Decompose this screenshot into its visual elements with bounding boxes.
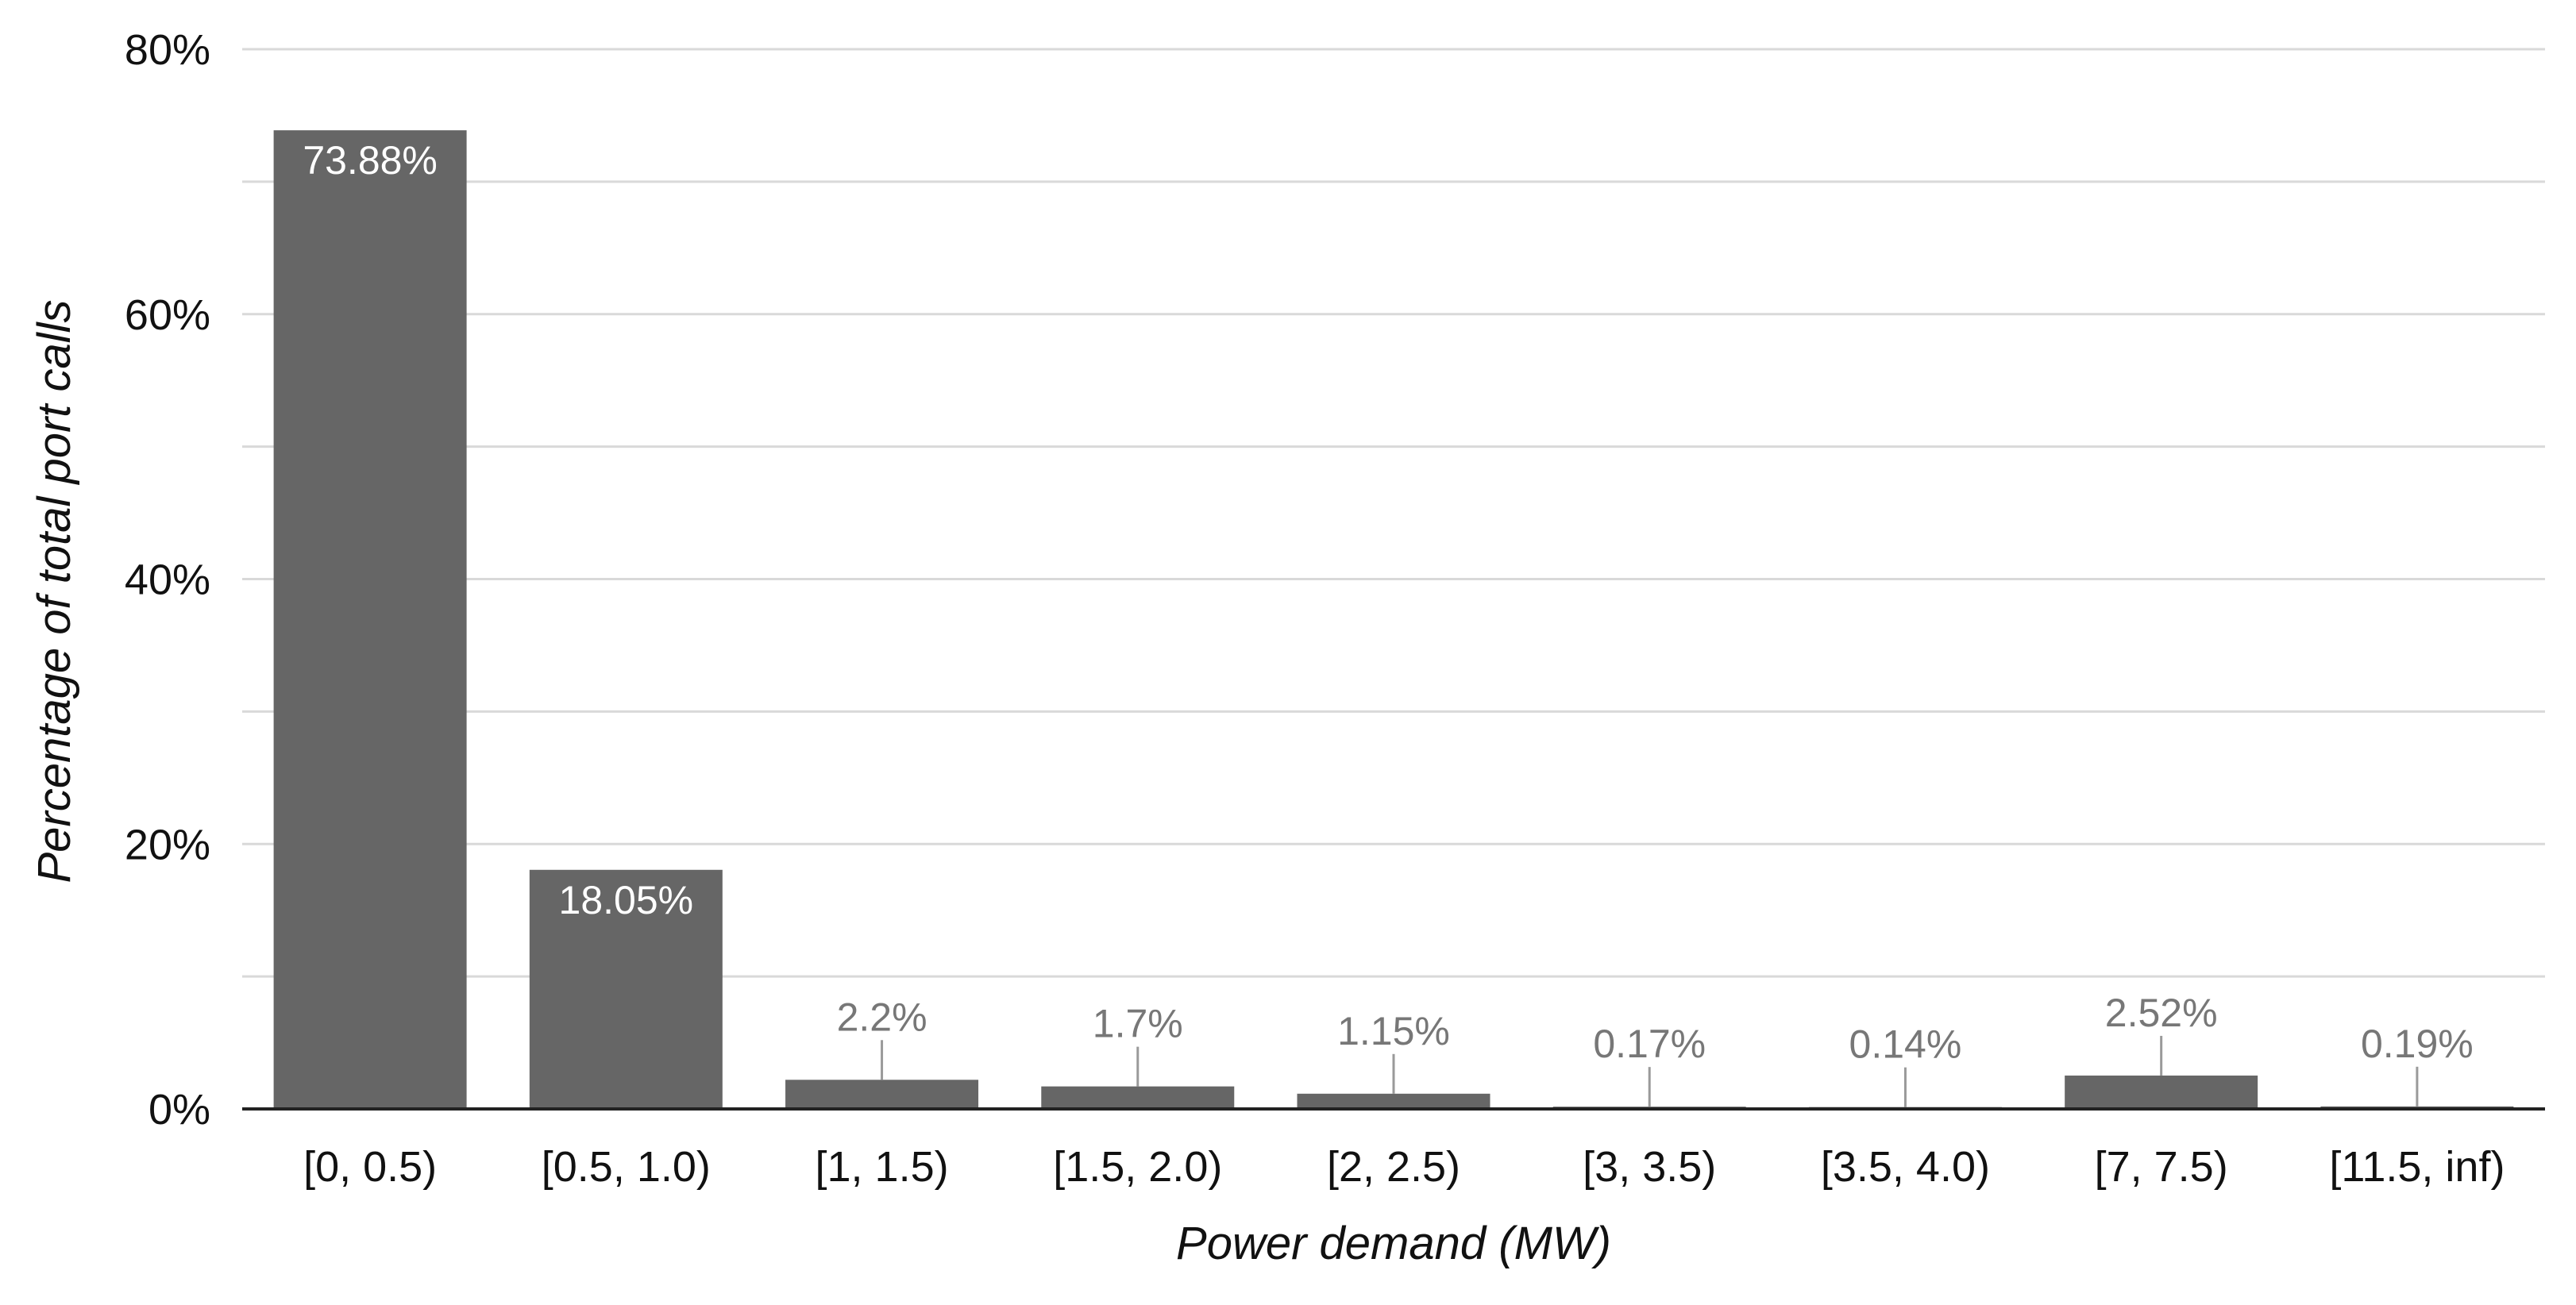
data-label: 0.17% — [1593, 1022, 1706, 1066]
bar — [2065, 1075, 2258, 1109]
y-axis-title: Percentage of total port calls — [29, 299, 80, 883]
x-tick-label: [0, 0.5) — [303, 1143, 437, 1191]
data-label: 1.7% — [1093, 1002, 1183, 1046]
bar — [1041, 1086, 1235, 1109]
data-label: 73.88% — [303, 138, 438, 183]
y-tick-label: 80% — [125, 26, 210, 74]
data-label: 0.19% — [2361, 1022, 2474, 1066]
data-label: 2.2% — [837, 995, 927, 1039]
data-labels: 73.88% 18.05% 2.2% 1.7% 1.15% 0.17% 0.14% 2.52%… — [303, 138, 2474, 1107]
y-tick-label: 0% — [148, 1086, 210, 1134]
y-axis-ticks: 0% 20% 40% 60% 80% — [125, 26, 210, 1134]
y-tick-label: 20% — [125, 821, 210, 868]
bar — [273, 130, 467, 1110]
data-label: 2.52% — [2105, 991, 2218, 1035]
bar — [1297, 1093, 1490, 1109]
bars — [273, 130, 2514, 1110]
x-axis-title: Power demand (MW) — [1176, 1218, 1611, 1269]
bar — [785, 1080, 979, 1109]
x-tick-label: [1.5, 2.0) — [1053, 1143, 1222, 1191]
bar — [529, 869, 723, 1109]
x-tick-label: [1, 1.5) — [816, 1143, 949, 1191]
y-tick-label: 60% — [125, 291, 210, 339]
data-label: 18.05% — [559, 878, 694, 922]
x-tick-label: [2, 2.5) — [1327, 1143, 1460, 1191]
x-axis-ticks: [0, 0.5) [0.5, 1.0) [1, 1.5) [1.5, 2.0) [2, … — [242, 1107, 2545, 1191]
x-tick-label: [11.5, inf) — [2329, 1143, 2505, 1191]
x-tick-label: [3.5, 4.0) — [1821, 1143, 1990, 1191]
x-tick-label: [0.5, 1.0) — [542, 1143, 711, 1191]
x-tick-label: [7, 7.5) — [2095, 1143, 2228, 1191]
data-label: 0.14% — [1849, 1022, 1962, 1067]
data-label: 1.15% — [1337, 1009, 1450, 1053]
x-tick-label: [3, 3.5) — [1583, 1143, 1716, 1191]
gridlines — [242, 48, 2545, 978]
y-tick-label: 40% — [125, 556, 210, 604]
